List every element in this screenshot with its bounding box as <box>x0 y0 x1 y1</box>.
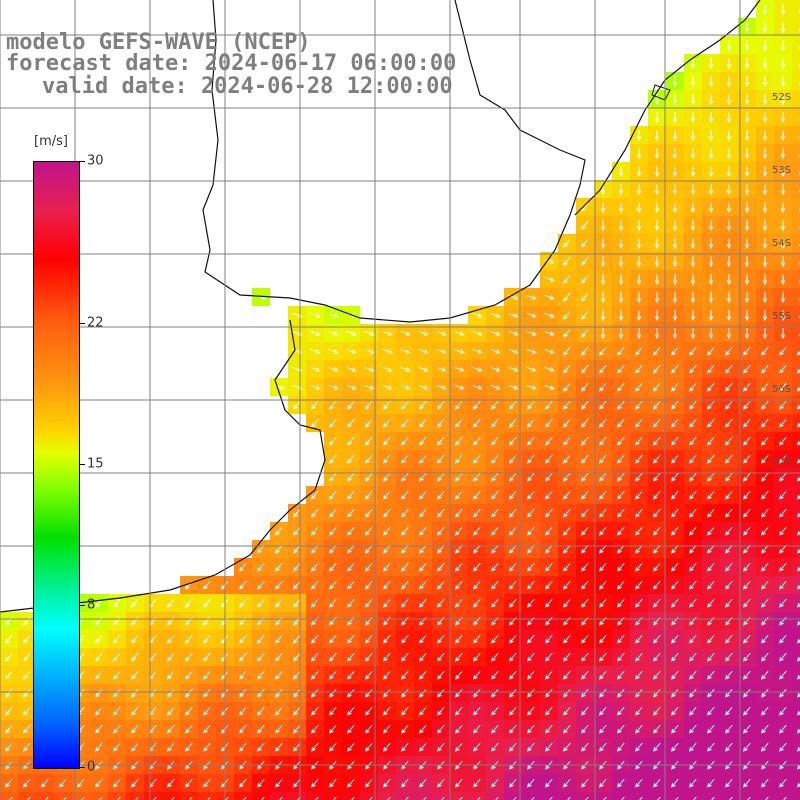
latitude-label: 57S <box>772 457 791 468</box>
latitude-label: 52S <box>772 92 791 103</box>
colorbar-tick-label: 22 <box>87 315 104 331</box>
colorbar-tick <box>79 322 85 324</box>
colorbar-tick-label: 0 <box>87 759 96 775</box>
latitude-label: 55S <box>772 311 791 322</box>
colorbar-tick <box>79 767 85 768</box>
forecast-date: forecast date: 2024-06-17 06:00:00 <box>6 51 457 76</box>
latitude-label: 53S <box>772 165 791 176</box>
colorbar-tick-label: 15 <box>87 456 104 472</box>
valid-date: valid date: 2024-06-28 12:00:00 <box>42 74 453 99</box>
colorbar <box>33 161 80 769</box>
latitude-label: 56S <box>772 384 791 395</box>
colorbar-tick <box>79 161 85 162</box>
wind-arrows <box>5 4 800 800</box>
latitude-label: 54S <box>772 238 791 249</box>
colorbar-tick-label: 30 <box>87 153 104 169</box>
colorbar-tick-label: 8 <box>87 597 96 613</box>
colorbar-tick <box>79 605 85 607</box>
latitude-labels: 52S 53S 54S 55S 56S 57S <box>772 92 791 468</box>
colorbar-tick <box>79 464 85 465</box>
model-title: modelo GEFS-WAVE (NCEP) <box>6 30 311 55</box>
colorbar-unit: [m/s] <box>34 134 68 149</box>
